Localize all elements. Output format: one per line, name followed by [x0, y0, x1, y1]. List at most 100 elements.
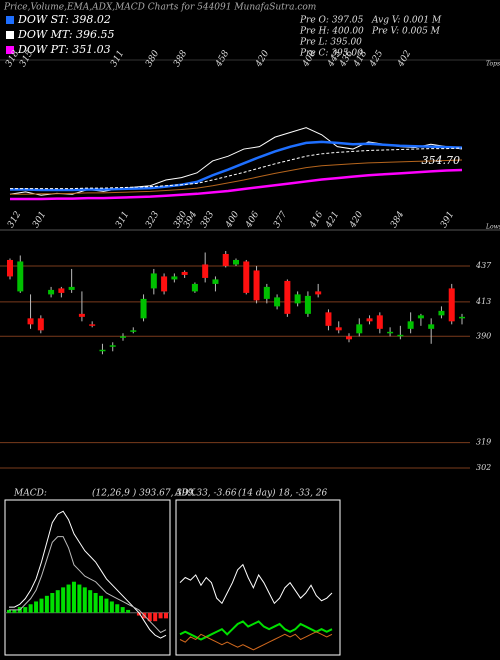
histogram-bar — [23, 607, 28, 613]
histogram-bar — [153, 612, 158, 622]
histogram-bar — [66, 584, 71, 613]
series-line — [10, 147, 463, 190]
histogram-bar — [55, 590, 60, 613]
candle-body — [387, 331, 394, 334]
y-tick-label: 413 — [475, 297, 491, 306]
candle-body — [448, 288, 455, 322]
series-line — [179, 563, 333, 605]
panel-frame — [4, 499, 171, 656]
histogram-bar — [82, 587, 87, 613]
candle-body — [356, 324, 363, 334]
candle-body — [181, 271, 188, 275]
histogram-bar — [39, 598, 44, 613]
low-label: 311 — [114, 210, 131, 230]
histogram-bar — [164, 612, 168, 619]
low-label: 391 — [439, 210, 456, 230]
candle-body — [191, 283, 198, 292]
histogram-bar — [99, 595, 104, 613]
legend-swatch — [6, 31, 14, 39]
y-tick-label: 319 — [476, 438, 491, 447]
candle-body — [150, 273, 157, 289]
low-label: 416 — [308, 210, 326, 231]
candle-body — [438, 310, 445, 316]
series-line — [10, 168, 463, 201]
histogram-bar — [120, 607, 125, 613]
tops-label: Tops — [486, 61, 500, 68]
histogram-bar — [61, 587, 66, 613]
top-label: 311 — [109, 49, 126, 69]
histogram-bar — [50, 593, 55, 613]
series-line — [10, 140, 463, 192]
candle-body — [68, 286, 75, 290]
candle-body — [58, 288, 65, 293]
histogram-bar — [136, 612, 141, 616]
candle-body — [335, 327, 342, 331]
top-label: 388 — [172, 49, 189, 69]
candle-body — [428, 324, 435, 329]
candle-body — [120, 336, 126, 338]
low-label: 421 — [324, 210, 342, 231]
candle-body — [417, 315, 424, 319]
indicator-params: (14 day) 18, -33, 26 — [238, 488, 328, 499]
candle-body — [315, 291, 322, 295]
histogram-bar — [71, 581, 76, 613]
candle-body — [346, 336, 352, 340]
legend-label: DOW ST: 398.02 — [17, 13, 111, 26]
candle-body — [99, 349, 106, 352]
top-label: 458 — [214, 49, 232, 70]
histogram-bar — [93, 593, 98, 613]
series-line — [9, 510, 167, 639]
candle-body — [263, 286, 270, 299]
low-label: 312 — [6, 210, 23, 230]
candle-body — [27, 318, 34, 325]
series-line — [179, 631, 333, 651]
candle-body — [325, 312, 332, 326]
series-line — [10, 159, 463, 195]
histogram-bar — [28, 604, 33, 613]
low-label: 384 — [389, 210, 406, 230]
candle-body — [253, 270, 260, 301]
histogram-bar — [104, 598, 109, 613]
series-line — [179, 620, 333, 641]
info-text: Pre L: 395.00 — [299, 38, 362, 48]
top-label: 420 — [254, 49, 272, 70]
candle-body — [48, 289, 55, 295]
panel-frame — [175, 499, 341, 656]
low-label: 383 — [199, 210, 216, 230]
legend-swatch — [6, 46, 14, 54]
candle-body — [130, 330, 137, 332]
histogram-bar — [109, 601, 114, 613]
indicator-label: ADX — [174, 489, 196, 499]
lows-label: Lows — [485, 224, 500, 231]
y-tick-label: 390 — [476, 331, 491, 340]
candle-body — [89, 324, 96, 326]
histogram-bar — [77, 584, 82, 613]
candle-body — [171, 276, 178, 280]
indicator-params: (12,26,9 ) 393.67, 399.33, -3.66 — [92, 488, 237, 499]
candle-body — [294, 294, 301, 304]
candle-body — [212, 279, 219, 284]
price-label: 354.70 — [422, 154, 461, 167]
histogram-bar — [158, 612, 163, 619]
candle-body — [7, 259, 13, 277]
top-label: 425 — [368, 49, 386, 70]
y-tick-label: 302 — [476, 463, 491, 472]
candle-body — [17, 261, 24, 292]
info-text: Pre C: 395.00 — [299, 49, 363, 59]
page-title: Price,Volume,EMA,ADX,MACD Charts for 544… — [3, 3, 316, 13]
low-label: 301 — [31, 210, 48, 230]
candle-body — [243, 261, 250, 293]
candle-body — [274, 297, 281, 307]
candle-body — [284, 280, 291, 314]
histogram-bar — [147, 612, 152, 622]
low-label: 377 — [272, 210, 289, 230]
low-label: 323 — [144, 210, 161, 230]
candle-body — [407, 321, 414, 329]
legend-label: DOW MT: 396.55 — [17, 28, 115, 41]
low-label: 420 — [348, 210, 366, 231]
legend-label: DOW PT: 351.03 — [17, 43, 111, 56]
info-text: Pre H: 400.00 — [299, 27, 364, 37]
histogram-bar — [12, 609, 17, 613]
histogram-bar — [115, 604, 120, 613]
